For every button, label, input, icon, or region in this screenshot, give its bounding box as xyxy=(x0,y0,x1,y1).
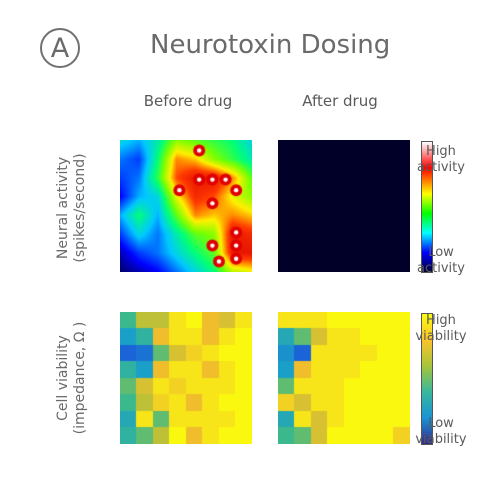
colorbar-viability-high-line2: viability xyxy=(415,329,467,344)
heatmap-viability-before xyxy=(120,312,252,444)
heatmap-activity-before xyxy=(120,140,252,272)
colorbar-activity-high-line2: activity xyxy=(417,160,465,175)
colorbar-viability-high-label: High viability xyxy=(406,313,476,345)
column-label-before: Before drug xyxy=(143,92,233,110)
row-label-activity: Neural activity (spikes/second) xyxy=(55,128,95,288)
heatmap-viability-after xyxy=(278,312,410,444)
colorbar-viability xyxy=(421,313,433,445)
colorbar-activity-low-line2: activity xyxy=(417,261,465,276)
row-label-viability-line1: Cell viability xyxy=(55,335,71,421)
figure-title: Neurotoxin Dosing xyxy=(150,30,391,60)
row-label-viability: Cell viability (impedance, Ω ) xyxy=(55,298,95,458)
panel-letter-badge: A xyxy=(40,28,80,68)
colorbar-activity-low-label: Low activity xyxy=(406,245,476,277)
heatmap-activity-after xyxy=(278,140,410,272)
colorbar-activity-high-line1: High xyxy=(426,144,456,159)
colorbar-viability-low-label: Low viability xyxy=(406,416,476,448)
colorbar-activity-low-line1: Low xyxy=(428,245,454,260)
row-label-activity-line1: Neural activity xyxy=(55,156,71,260)
row-label-viability-line2: (impedance, Ω ) xyxy=(72,321,88,435)
column-label-after: After drug xyxy=(302,92,378,110)
colorbar-viability-low-line2: viability xyxy=(415,432,467,447)
colorbar-viability-low-line1: Low xyxy=(428,416,454,431)
colorbar-viability-high-line1: High xyxy=(426,313,456,328)
row-label-activity-line2: (spikes/second) xyxy=(72,153,88,263)
panel-letter: A xyxy=(50,32,70,64)
colorbar-activity xyxy=(421,141,433,273)
colorbar-activity-high-label: High activity xyxy=(406,144,476,176)
